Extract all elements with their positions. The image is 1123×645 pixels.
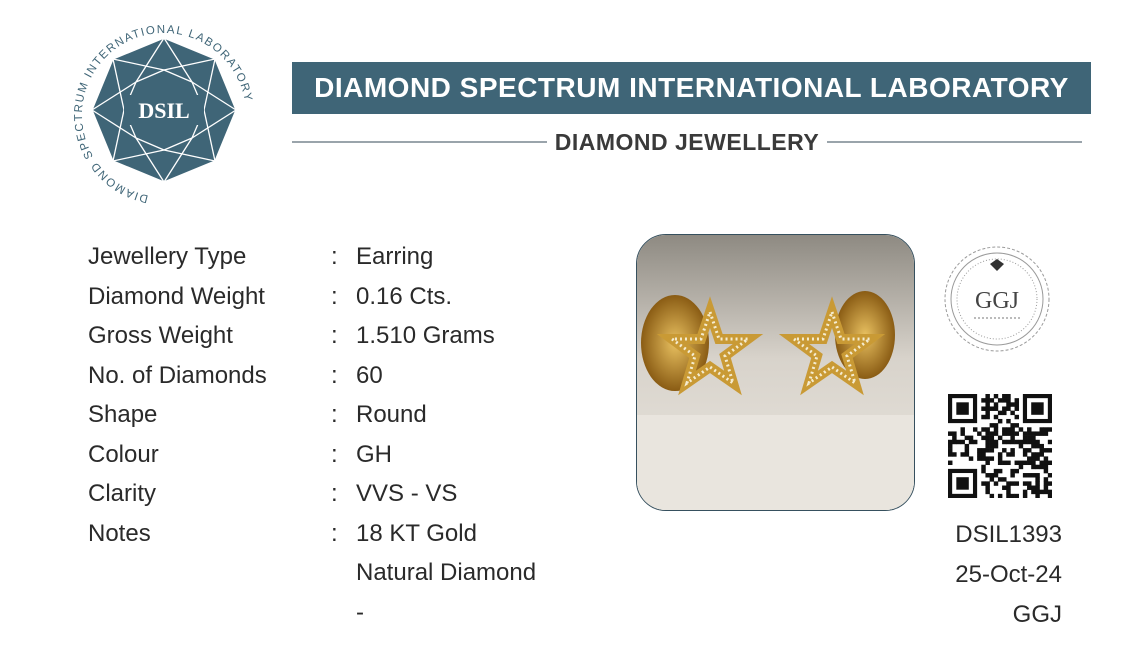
detail-value: VVS - VS: [356, 480, 458, 507]
detail-label: Jewellery Type: [88, 243, 247, 270]
detail-colon: :: [331, 480, 338, 507]
detail-label: Shape: [88, 401, 158, 428]
logo-center-text: DSIL: [138, 98, 189, 123]
detail-colon: :: [331, 519, 338, 547]
detail-label: Clarity: [88, 480, 157, 507]
detail-value: Natural Diamond: [356, 559, 537, 586]
detail-colon: :: [331, 322, 338, 349]
detail-label: Colour: [88, 440, 159, 468]
divider: [827, 141, 1082, 143]
detail-value: Round: [356, 401, 427, 428]
page-title: DIAMOND SPECTRUM INTERNATIONAL LABORATOR…: [292, 62, 1091, 114]
detail-value: Earring: [356, 243, 434, 270]
qr-code-icon: [948, 394, 1053, 499]
detail-value: GH: [356, 440, 392, 468]
detail-label: Notes: [88, 519, 151, 547]
divider: [292, 141, 547, 143]
report-issuer: GGJ: [1012, 601, 1062, 628]
detail-colon: :: [331, 361, 338, 389]
detail-value: 18 KT Gold: [356, 519, 477, 547]
product-photo: [636, 234, 915, 511]
report-ids: DSIL1393 25-Oct-24 GGJ: [955, 515, 1062, 635]
detail-colon: :: [331, 282, 338, 310]
report-number: DSIL1393: [955, 521, 1062, 548]
report-date: 25-Oct-24: [955, 561, 1062, 588]
dsil-logo-icon: DIAMOND SPECTRUM INTERNATIONAL LABORATOR…: [58, 12, 270, 207]
detail-label: Diamond Weight: [88, 282, 265, 310]
detail-value: 60: [356, 361, 383, 389]
subtitle: DIAMOND JEWELLERY: [554, 128, 820, 155]
detail-colon: :: [331, 440, 338, 468]
detail-value: 1.510 Grams: [356, 322, 495, 349]
detail-value: 0.16 Cts.: [356, 282, 453, 310]
detail-colon: :: [331, 243, 338, 270]
detail-colon: :: [331, 401, 338, 428]
stamp-text: GGJ: [975, 288, 1019, 314]
detail-label: Gross Weight: [88, 322, 233, 349]
ggj-seal-icon: GGJ: [938, 240, 1056, 358]
detail-label: No. of Diamonds: [88, 361, 267, 389]
subtitle-row: DIAMOND JEWELLERY: [292, 126, 1082, 158]
detail-value: -: [356, 598, 364, 626]
